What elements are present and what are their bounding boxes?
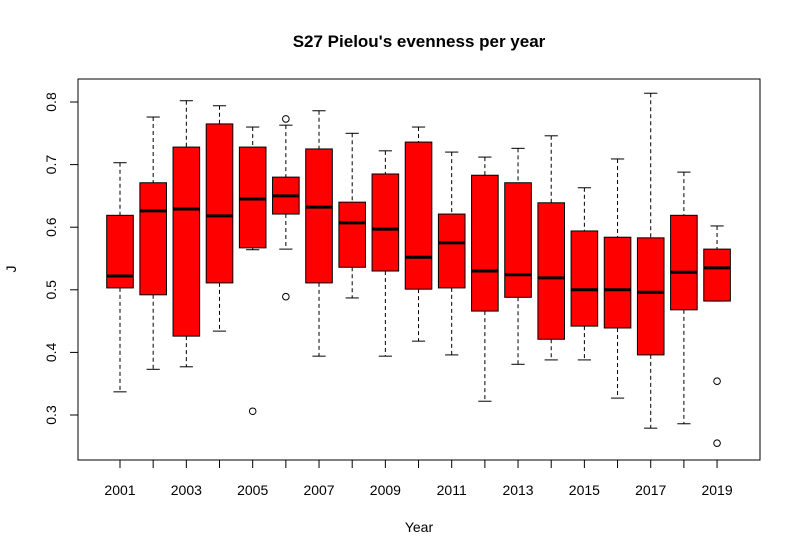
box-2011 <box>437 151 466 356</box>
box-iqr <box>172 146 201 337</box>
box-2003 <box>172 100 201 368</box>
y-tick-label: 0.4 <box>43 342 59 362</box>
box-2015 <box>570 187 599 361</box>
box-2009 <box>371 150 400 357</box>
box-iqr <box>437 213 466 289</box>
box-iqr <box>404 141 433 290</box>
box-iqr <box>636 237 665 356</box>
y-tick-label: 0.5 <box>43 280 59 300</box>
box-iqr <box>205 123 234 284</box>
outlier-point <box>713 439 721 447</box>
x-tick-label: 2009 <box>370 482 401 498</box>
x-tick-label: 2013 <box>502 482 533 498</box>
box-iqr <box>603 236 632 329</box>
box-2005 <box>238 126 267 416</box>
box-iqr <box>703 248 731 302</box>
y-tick-label: 0.8 <box>43 92 59 112</box>
box-iqr <box>305 148 333 284</box>
x-tick-label: 2011 <box>437 482 467 498</box>
box-iqr <box>238 146 267 249</box>
y-axis-label: J <box>3 266 19 273</box>
x-tick-label: 2007 <box>303 482 334 498</box>
x-tick-label: 2005 <box>237 482 268 498</box>
box-iqr <box>537 202 566 340</box>
chart-title: S27 Pielou's evenness per year <box>293 32 546 51</box>
box-2013 <box>504 147 532 365</box>
box-2018 <box>670 171 698 425</box>
y-tick-label: 0.3 <box>43 405 59 425</box>
x-tick-label: 2003 <box>171 482 202 498</box>
box-2002 <box>139 116 167 370</box>
box-iqr <box>670 214 698 311</box>
x-axis: 2001 2003 2005 2007 2009 2011 2013 2015 2017 2019 <box>104 459 733 498</box>
box-iqr <box>338 201 366 268</box>
box-iqr <box>471 174 499 312</box>
y-axis: 0.3 0.4 0.5 0.6 0.7 0.8 <box>43 92 79 425</box>
box-2007 <box>305 110 333 357</box>
y-tick-label: 0.6 <box>43 217 59 237</box>
x-tick-label: 2017 <box>635 482 666 498</box>
box-2006 <box>272 115 300 301</box>
box-iqr <box>371 173 400 272</box>
box-2001 <box>106 162 134 393</box>
box-iqr <box>570 230 599 327</box>
box-2017 <box>636 92 665 429</box>
outlier-point <box>282 115 290 123</box>
box-2012 <box>471 156 499 402</box>
box-2019 <box>703 225 731 447</box>
boxes <box>106 92 731 447</box>
x-tick-label: 2001 <box>104 482 135 498</box>
outlier-point <box>713 377 721 385</box>
box-2010 <box>404 126 433 342</box>
box-2008 <box>338 132 366 299</box>
x-tick-label: 2019 <box>701 482 732 498</box>
x-tick-label: 2015 <box>569 482 600 498</box>
y-tick-label: 0.7 <box>43 155 59 175</box>
box-iqr <box>139 182 167 296</box>
box-2016 <box>603 158 632 399</box>
box-iqr <box>504 182 532 298</box>
x-axis-label: Year <box>405 519 434 535</box>
outlier-point <box>248 407 257 416</box>
box-2004 <box>205 105 234 332</box>
outlier-point <box>282 292 290 301</box>
box-2014 <box>537 135 566 361</box>
